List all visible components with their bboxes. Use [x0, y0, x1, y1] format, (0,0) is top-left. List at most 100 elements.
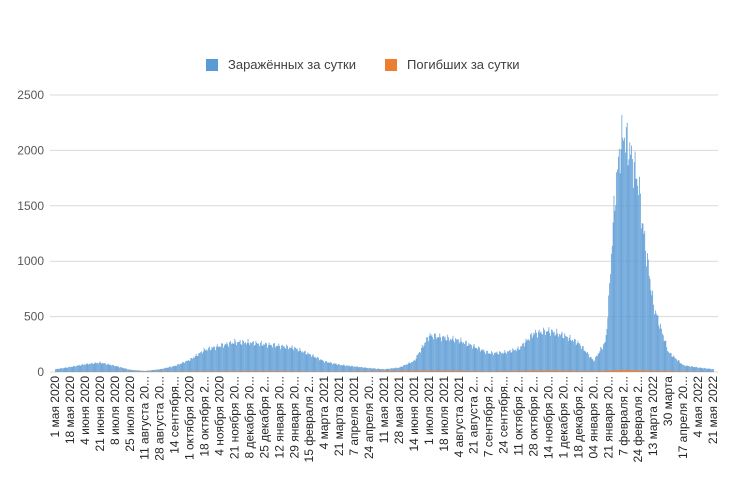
bar	[649, 278, 651, 372]
bar	[319, 359, 321, 372]
x-tick-label: 7 сентября 2...	[482, 376, 496, 457]
bar	[486, 350, 487, 372]
bar	[242, 340, 244, 372]
bar	[681, 363, 683, 372]
bar	[307, 352, 309, 372]
bar	[626, 122, 628, 372]
bar	[527, 370, 529, 372]
bar	[568, 337, 570, 372]
bar	[366, 371, 368, 372]
bar	[705, 368, 706, 372]
bar	[468, 370, 470, 372]
bar	[272, 371, 274, 372]
bar	[330, 361, 332, 372]
bar	[350, 366, 352, 372]
bar	[285, 371, 287, 372]
bar	[343, 364, 345, 372]
bar	[605, 370, 607, 372]
bar	[340, 365, 342, 372]
bar	[302, 371, 303, 372]
bar	[204, 349, 206, 372]
bar	[186, 371, 188, 372]
bar	[360, 371, 361, 372]
bar	[121, 367, 123, 372]
bar	[563, 338, 565, 372]
bar	[411, 361, 413, 372]
bar	[175, 365, 177, 372]
bar	[127, 369, 128, 372]
bar	[683, 365, 685, 372]
bar	[365, 371, 367, 372]
bar	[364, 367, 366, 372]
x-tick-label: 14 сентября...	[168, 376, 182, 454]
bar	[230, 341, 231, 372]
bar	[658, 325, 660, 372]
bar	[134, 370, 135, 372]
bar	[695, 367, 697, 372]
bar	[613, 369, 615, 372]
bar	[693, 367, 695, 372]
bar	[290, 347, 292, 372]
bar	[370, 368, 372, 372]
bar	[347, 365, 348, 372]
bar	[607, 317, 609, 372]
bar	[606, 329, 608, 372]
bar	[461, 341, 463, 372]
bar	[628, 159, 630, 372]
bar	[207, 371, 208, 372]
bar	[469, 344, 471, 372]
bar	[696, 366, 698, 372]
bar	[402, 371, 404, 372]
bar	[307, 371, 309, 372]
y-tick-label: 500	[24, 310, 44, 324]
bar	[170, 366, 171, 372]
bar	[477, 349, 478, 372]
bar	[196, 355, 198, 372]
bar	[435, 333, 436, 372]
bar	[456, 370, 457, 372]
bar	[155, 369, 157, 372]
x-tick-label: 1 декабря 20...	[556, 376, 570, 458]
bar	[267, 371, 268, 372]
bar	[675, 358, 676, 372]
bar	[565, 370, 566, 372]
bar	[91, 363, 92, 372]
bar	[522, 343, 523, 372]
bar	[712, 368, 713, 372]
bar	[249, 371, 251, 372]
bar	[433, 370, 435, 372]
bar	[227, 371, 229, 372]
bar	[218, 346, 220, 372]
bar	[241, 371, 243, 372]
bar	[246, 342, 248, 372]
bar	[625, 370, 626, 372]
bar	[519, 371, 521, 372]
bar	[636, 178, 638, 372]
bar	[286, 371, 288, 372]
bar	[248, 371, 250, 372]
bar	[300, 371, 302, 372]
bar	[143, 370, 145, 372]
bar	[641, 370, 643, 372]
bar	[55, 369, 56, 372]
bar	[159, 371, 161, 372]
bar	[568, 370, 570, 372]
series-infected	[55, 115, 714, 373]
bar	[361, 367, 362, 372]
bar	[232, 371, 234, 372]
bar	[302, 351, 303, 372]
bar	[272, 347, 274, 372]
bar	[486, 371, 488, 372]
bar	[116, 366, 118, 372]
bar	[422, 370, 424, 372]
bar	[242, 371, 244, 372]
x-tick-label: 8 декабря 20...	[242, 376, 256, 458]
bar	[186, 371, 187, 372]
bar	[586, 353, 588, 372]
bar	[293, 371, 295, 372]
bar	[507, 371, 508, 372]
bar	[618, 148, 620, 372]
bar	[349, 371, 351, 372]
bar	[225, 344, 227, 372]
bar	[194, 371, 196, 372]
